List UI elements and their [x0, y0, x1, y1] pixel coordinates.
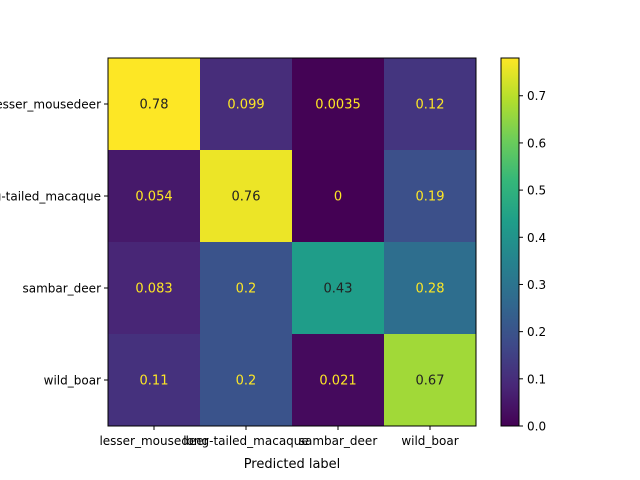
- cell-value-label: 0.11: [140, 374, 169, 389]
- cell-value-label: 0.2: [236, 374, 257, 389]
- cell-value-label: 0.67: [416, 374, 445, 389]
- cell-value-label: 0.28: [416, 282, 445, 297]
- y-tick-label: sambar_deer: [22, 282, 101, 296]
- heatmap-cell: [384, 242, 477, 335]
- y-axis-ticks: lesser_mousedeer long-tailed_macaquesamba…: [0, 98, 108, 388]
- y-tick-label: wild_boar: [44, 374, 101, 388]
- x-tick-label: long-tailed_macaque: [183, 434, 309, 448]
- colorbar-tick-label: 0.1: [527, 372, 546, 386]
- heatmap-cell: [292, 242, 385, 335]
- cell-value-label: 0.76: [232, 190, 261, 205]
- colorbar-tick-label: 0.5: [527, 184, 546, 198]
- matrix-frame: [107, 57, 477, 427]
- x-axis-label: Predicted label: [244, 457, 341, 472]
- colorbar-tick-label: 0.0: [527, 420, 546, 434]
- heatmap-cell: [384, 334, 477, 427]
- cell-value-label: 0.0035: [315, 98, 361, 113]
- colorbar-tick-label: 0.2: [527, 325, 546, 339]
- y-tick-label: long-tailed_macaque: [0, 190, 101, 204]
- x-axis-ticks: lesser_mousedeerlong-tailed_macaquesamba…: [99, 426, 459, 448]
- cell-value-label: 0.12: [416, 98, 445, 113]
- cell-value-label: 0: [334, 190, 342, 205]
- cell-value-label: 0.083: [135, 282, 172, 297]
- cell-value-label: 0.099: [227, 98, 264, 113]
- heatmap-cell: [292, 334, 385, 427]
- heatmap-cells: 0.78 0.099 0.0035 0.12 0.054 0.76 0 0.19 0.083 0.…: [108, 58, 477, 427]
- cell-value-label: 0.19: [416, 190, 445, 205]
- x-tick-label: lesser_mousedeer: [99, 434, 208, 448]
- colorbar-tick-label: 0.3: [527, 278, 546, 292]
- heatmap-cell: [384, 150, 477, 243]
- heatmap-cell: [108, 334, 201, 427]
- colorbar-ticks: 0.0 0.1 0.2 0.3 0.4 0.5 0.6 0.7: [519, 89, 546, 434]
- heatmap-cell: [108, 242, 201, 335]
- colorbar-tick-label: 0.7: [527, 89, 546, 103]
- heatmap-cell: [292, 58, 385, 151]
- cell-value-label: 0.2: [236, 282, 257, 297]
- cell-value-label: 0.054: [135, 190, 172, 205]
- heatmap-cell: [292, 150, 385, 243]
- colorbar-tick-label: 0.4: [527, 231, 546, 245]
- y-tick-label: lesser_mousedeer: [0, 98, 101, 112]
- heatmap-cell: [200, 58, 293, 151]
- cell-value-label: 0.43: [324, 282, 353, 297]
- heatmap-cell: [200, 242, 293, 335]
- cell-value-label: 0.021: [319, 374, 356, 389]
- x-tick-label: sambar_deer: [299, 434, 378, 448]
- heatmap-cell: [200, 150, 293, 243]
- heatmap-cell: [384, 58, 477, 151]
- colorbar: [500, 57, 520, 427]
- cell-value-label: 0.78: [140, 98, 169, 113]
- heatmap-cell: [108, 58, 201, 151]
- heatmap-cell: [108, 150, 201, 243]
- heatmap-cell: [200, 334, 293, 427]
- colorbar-tick-label: 0.6: [527, 136, 546, 150]
- x-tick-label: wild_boar: [401, 434, 458, 448]
